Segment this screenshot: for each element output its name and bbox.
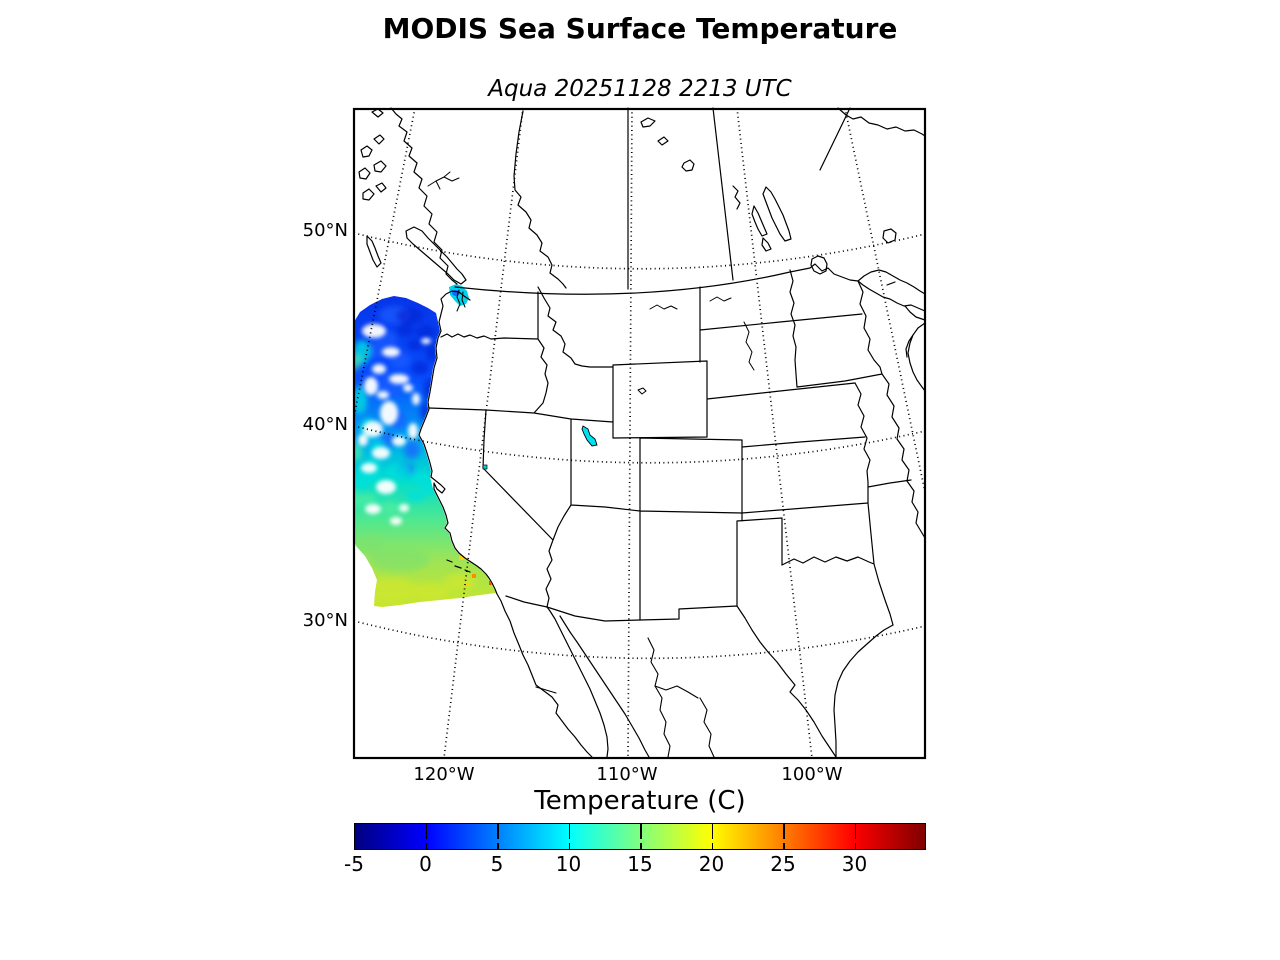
vancouver-island <box>405 226 467 285</box>
colorbar-tick-label: 20 <box>698 852 725 876</box>
colorbar-tick <box>711 843 714 849</box>
mexico-state-borders <box>535 637 715 758</box>
colorbar-tick <box>568 824 571 839</box>
colorbar-tick-label: 10 <box>555 852 582 876</box>
colorbar-tick <box>497 824 499 839</box>
colorbar-tick <box>568 843 571 849</box>
colorbar-tick <box>783 824 785 839</box>
us-mexico-border <box>505 595 837 758</box>
colorbar-tick-label: 0 <box>419 852 432 876</box>
map-plot <box>352 107 927 760</box>
canada-province-borders <box>513 107 851 290</box>
map-frame <box>352 107 927 760</box>
colorbar-tick-label: 5 <box>490 852 504 876</box>
puget-sound-inlets <box>456 289 466 312</box>
coastal-islands <box>358 108 471 573</box>
colorbar <box>354 823 926 850</box>
colorbar-tick <box>854 843 857 849</box>
page-title: MODIS Sea Surface Temperature <box>382 12 898 45</box>
lon-label-120w: 120°W <box>413 764 475 785</box>
plains-rivers-and-lakes <box>637 296 755 395</box>
colorbar-tick-label: 30 <box>841 852 868 876</box>
great-salt-lake <box>581 425 598 447</box>
lon-label-110w: 110°W <box>596 764 658 785</box>
colorbar-tick <box>425 824 428 839</box>
lake-tahoe <box>482 464 488 470</box>
graticule <box>353 107 926 759</box>
colorbar-tick <box>640 824 642 839</box>
us-state-borders <box>428 269 926 626</box>
lat-label-50n: 50°N <box>302 220 348 241</box>
bc-river <box>427 171 460 190</box>
colorbar-tick <box>497 843 499 849</box>
graticule-meridians <box>353 107 926 759</box>
lat-label-30n: 30°N <box>302 610 348 631</box>
colorbar-tick-label: 15 <box>627 852 653 876</box>
pacific-coastline <box>390 107 926 758</box>
lon-label-100w: 100°W <box>781 764 843 785</box>
colorbar-tick <box>425 843 428 849</box>
figure-subtitle: Aqua 20251128 2213 UTC <box>488 76 792 102</box>
puget-sound-sst-patch <box>449 284 469 306</box>
colorbar-tick <box>711 824 714 839</box>
colorbar-tick <box>854 824 857 839</box>
cloud-gaps <box>358 324 445 525</box>
colorbar-tick-label: -5 <box>344 852 364 876</box>
canadian-lakes <box>640 117 897 275</box>
us-canada-border <box>454 263 859 295</box>
colorbar-tick <box>783 843 785 849</box>
colorbar-title: Temperature (C) <box>534 786 746 816</box>
great-lakes <box>857 269 926 392</box>
lat-label-40n: 40°N <box>302 414 348 435</box>
colorbar-tick-label: 25 <box>770 852 796 876</box>
colorbar-tick <box>640 843 642 849</box>
